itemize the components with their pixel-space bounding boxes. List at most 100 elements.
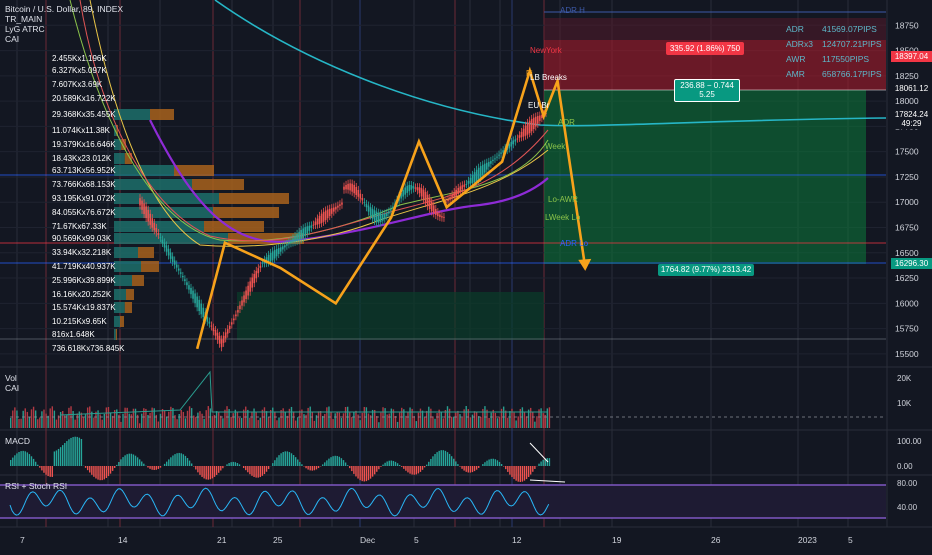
macd-bar	[416, 466, 417, 474]
macd-bar	[197, 466, 198, 472]
macd-bar	[178, 453, 179, 466]
candle-body	[427, 195, 429, 206]
candle-body	[464, 185, 466, 187]
candle-body	[362, 198, 364, 200]
volume-bar	[191, 408, 192, 428]
volume-bar	[507, 418, 508, 428]
macd-bar	[532, 466, 533, 472]
candle-body	[374, 210, 376, 221]
macd-bar	[199, 466, 200, 475]
macd-bar	[364, 466, 365, 481]
candle-body	[241, 300, 243, 305]
macd-bar	[25, 451, 26, 466]
candle-body	[170, 252, 172, 258]
macd-bar	[16, 453, 17, 466]
volume-bar	[285, 412, 286, 428]
volume-profile-bar	[219, 193, 289, 204]
candle-body	[292, 238, 294, 242]
macd-bar	[41, 466, 42, 470]
macd-bar	[497, 460, 498, 466]
macd-bar	[164, 464, 165, 466]
x-tick-label: 5	[848, 535, 853, 545]
x-tick-label: 7	[20, 535, 25, 545]
candle-body	[437, 212, 439, 216]
macd-bar	[299, 462, 300, 466]
volume-bar	[110, 413, 111, 428]
volume-bar	[497, 418, 498, 428]
volume-bar	[99, 414, 100, 428]
macd-bar	[58, 449, 59, 466]
volume-bar	[414, 416, 415, 428]
macd-bar	[359, 466, 360, 480]
macd-bar	[228, 463, 229, 466]
volume-bar	[122, 414, 123, 428]
y-tick-label: 18250	[895, 71, 919, 81]
macd-bar	[332, 456, 333, 466]
macd-bar	[507, 466, 508, 472]
volume-bar	[216, 411, 217, 428]
volume-bar	[201, 414, 202, 428]
x-tick-label: 14	[118, 535, 128, 545]
volume-bar	[409, 408, 410, 428]
volume-bar	[522, 407, 523, 428]
macd-bar	[52, 466, 53, 477]
macd-bar	[538, 464, 539, 466]
macd-bar	[47, 466, 48, 476]
candle-body	[382, 214, 384, 221]
candle-body	[333, 208, 335, 212]
macd-bar	[280, 453, 281, 466]
volume-bar	[258, 420, 259, 428]
indicator-tr-main[interactable]: TR_MAIN	[5, 14, 123, 24]
candle-body	[457, 188, 459, 194]
macd-bar	[37, 465, 38, 466]
bar-countdown: 49:29	[891, 118, 932, 129]
volume-bar	[280, 410, 281, 428]
candle-body	[272, 251, 274, 260]
candle-body	[423, 190, 425, 200]
macd-bar	[393, 461, 394, 466]
candle-body	[474, 172, 476, 182]
candle-body	[296, 234, 298, 241]
candle-body	[429, 198, 431, 209]
vol-tick-20k: 20K	[897, 374, 911, 383]
candle-body	[145, 206, 147, 218]
macd-bar	[534, 466, 535, 469]
macd-bar	[345, 463, 346, 466]
candle-body	[235, 314, 237, 316]
candle-body	[151, 218, 153, 228]
macd-bar	[114, 466, 115, 468]
volume-bar	[212, 416, 213, 428]
x-tick-label: Dec	[360, 535, 376, 545]
macd-bar	[326, 460, 327, 466]
candle-body	[176, 265, 178, 268]
candle-body	[160, 237, 162, 238]
candle-body	[498, 155, 500, 156]
volume-bar	[447, 406, 448, 428]
volume-bar	[526, 416, 527, 428]
symbol-title[interactable]: Bitcoin / U.S. Dollar, 89, INDEX	[5, 4, 123, 14]
candle-body	[500, 153, 502, 154]
volume-profile-bar	[213, 207, 279, 218]
candle-body	[313, 225, 315, 226]
volume-profile-bar	[192, 179, 244, 190]
macd-bar	[420, 466, 421, 472]
candle-body	[521, 132, 523, 137]
macd-bar	[378, 466, 379, 469]
macd-bar	[407, 466, 408, 472]
candle-body	[349, 183, 351, 190]
macd-bar	[260, 466, 261, 477]
volume-bar	[432, 416, 433, 428]
volume-bar	[47, 416, 48, 428]
volume-bar	[141, 414, 142, 428]
volume-bar	[337, 412, 338, 428]
candle-body	[198, 300, 200, 311]
macd-bar	[112, 466, 113, 471]
macd-bar	[501, 464, 502, 466]
macd-bar	[357, 466, 358, 479]
macd-bar	[549, 458, 550, 466]
indicator-cai[interactable]: CAI	[5, 34, 123, 44]
indicator-lyg-atrc[interactable]: LyG ATRC	[5, 24, 123, 34]
